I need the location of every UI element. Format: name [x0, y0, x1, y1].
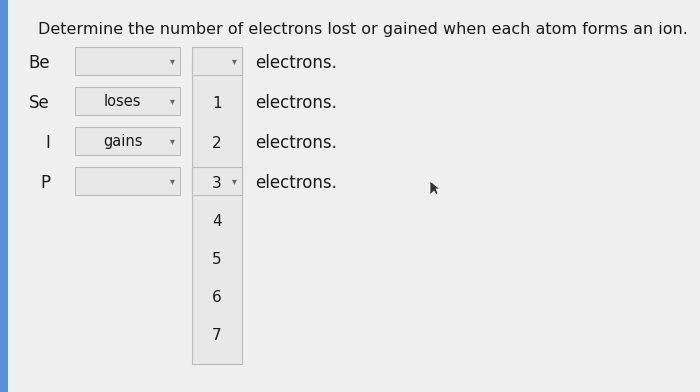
Text: ▾: ▾ [232, 176, 237, 186]
Text: Se: Se [29, 94, 50, 112]
Text: 4: 4 [212, 214, 222, 229]
Text: electrons.: electrons. [255, 174, 337, 192]
Text: P: P [40, 174, 50, 192]
FancyBboxPatch shape [192, 61, 242, 364]
Text: electrons.: electrons. [255, 94, 337, 112]
Text: electrons.: electrons. [255, 54, 337, 72]
FancyBboxPatch shape [75, 127, 180, 155]
Text: electrons.: electrons. [255, 134, 337, 152]
Text: Be: Be [29, 54, 50, 72]
Text: I: I [45, 134, 50, 152]
Text: 5: 5 [212, 252, 222, 267]
Text: loses: loses [104, 94, 141, 109]
Text: ▾: ▾ [169, 136, 174, 146]
Text: 7: 7 [212, 327, 222, 343]
FancyBboxPatch shape [192, 167, 242, 195]
Text: Determine the number of electrons lost or gained when each atom forms an ion.: Determine the number of electrons lost o… [38, 22, 688, 37]
Text: ▾: ▾ [232, 56, 237, 66]
Text: 3: 3 [212, 176, 222, 191]
Text: 2: 2 [212, 136, 222, 151]
Text: gains: gains [103, 134, 142, 149]
Text: ▾: ▾ [169, 96, 174, 106]
FancyBboxPatch shape [75, 87, 180, 115]
FancyBboxPatch shape [75, 47, 180, 75]
Text: 1: 1 [212, 96, 222, 111]
Text: ▾: ▾ [169, 176, 174, 186]
Polygon shape [430, 181, 440, 195]
Text: 6: 6 [212, 290, 222, 305]
Text: ▾: ▾ [169, 56, 174, 66]
FancyBboxPatch shape [192, 47, 242, 75]
FancyBboxPatch shape [75, 167, 180, 195]
Bar [0, 0, 8, 392]
